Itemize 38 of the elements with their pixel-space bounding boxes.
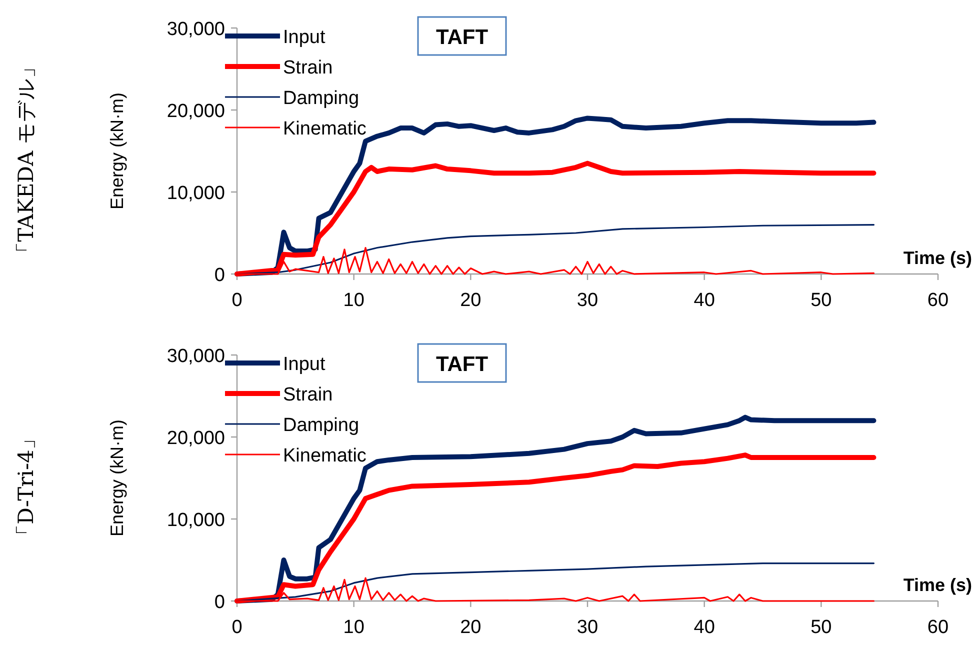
y-tick-label: 0 xyxy=(214,592,225,613)
legend-label: Strain xyxy=(283,384,333,406)
legend-label: Input xyxy=(283,27,326,48)
y-axis-title: Energy (kN·m) xyxy=(107,92,127,210)
legend-label: Damping xyxy=(283,415,360,436)
legend-label: Damping xyxy=(283,88,360,109)
y-tick-label: 20,000 xyxy=(166,428,225,449)
y-axis-title: Energy (kN·m) xyxy=(107,419,127,537)
x-tick-label: 50 xyxy=(810,290,832,311)
x-tick-label: 60 xyxy=(927,617,949,638)
x-tick-label: 40 xyxy=(694,617,715,638)
legend-label: Input xyxy=(283,354,326,375)
legend-label: Strain xyxy=(283,58,333,78)
text: 「TAKEDA モデル」 xyxy=(14,57,38,263)
y-tick-label: 10,000 xyxy=(166,510,225,531)
text: 「D-Tri-4」 xyxy=(14,428,38,546)
x-axis-title: Time (s) xyxy=(903,575,972,595)
x-tick-label: 0 xyxy=(232,290,242,311)
chart-title: TAFT xyxy=(436,26,488,49)
x-tick-label: 30 xyxy=(576,290,598,311)
x-axis-title: Time (s) xyxy=(903,248,972,268)
legend-label: Kinematic xyxy=(283,118,366,140)
x-tick-label: 50 xyxy=(810,617,832,638)
y-tick-label: 20,000 xyxy=(166,101,225,122)
x-tick-label: 30 xyxy=(576,617,598,638)
x-tick-label: 20 xyxy=(460,617,482,638)
y-tick-label: 10,000 xyxy=(166,183,225,204)
x-tick-label: 10 xyxy=(343,617,364,638)
x-tick-label: 60 xyxy=(927,290,949,311)
chart-title: TAFT xyxy=(436,353,488,376)
legend-label: Kinematic xyxy=(283,446,366,466)
x-tick-label: 10 xyxy=(343,290,364,311)
x-tick-label: 0 xyxy=(232,617,242,638)
x-tick-label: 40 xyxy=(694,290,715,311)
y-tick-label: 30,000 xyxy=(166,19,225,40)
y-tick-label: 30,000 xyxy=(166,346,225,367)
y-tick-label: 0 xyxy=(214,265,225,286)
x-tick-label: 20 xyxy=(460,290,482,311)
